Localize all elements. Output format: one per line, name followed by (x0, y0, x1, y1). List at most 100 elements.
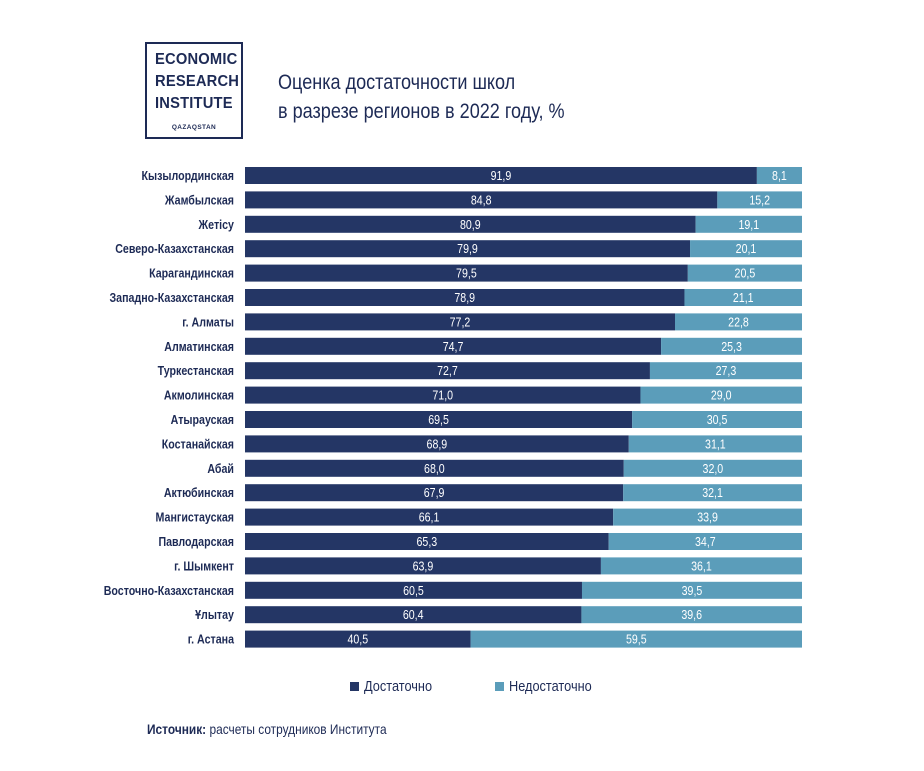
bar-sufficient (245, 411, 633, 428)
value-label-insufficient: 25,3 (721, 340, 742, 354)
value-label-sufficient: 77,2 (450, 316, 471, 330)
value-label-sufficient: 84,8 (471, 194, 492, 208)
bar-insufficient (684, 289, 802, 306)
bar-insufficient (687, 264, 802, 282)
category-label: Северо-Казахстанская (115, 241, 234, 256)
logo-line-economic: ECONOMIC (155, 51, 238, 68)
bar-insufficient (695, 215, 802, 233)
bar-insufficient (600, 557, 802, 575)
chart-title-line-2: в разрезе регионов в 2022 году, % (278, 100, 565, 123)
value-label-sufficient: 40,5 (347, 633, 368, 647)
bar-sufficient (245, 508, 614, 526)
value-label-insufficient: 15,2 (749, 194, 770, 208)
bar-sufficient (245, 533, 609, 550)
value-label-insufficient: 34,7 (695, 535, 716, 549)
value-label-sufficient: 71,0 (432, 389, 453, 403)
category-label: г. Шымкент (174, 558, 234, 573)
category-label: Восточно-Казахстанская (104, 583, 234, 598)
value-label-insufficient: 19,1 (738, 218, 759, 232)
category-label: Ұлытау (195, 607, 234, 622)
bar-insufficient (640, 386, 802, 404)
value-label-sufficient: 65,3 (417, 535, 438, 549)
bar-insufficient (581, 581, 802, 599)
value-label-insufficient: 29,0 (711, 389, 732, 403)
category-label: Кызылординская (142, 168, 235, 183)
value-label-sufficient: 69,5 (428, 413, 449, 427)
source-note: Источник: расчеты сотрудников Института (147, 721, 387, 737)
value-label-insufficient: 59,5 (626, 633, 647, 647)
bar-sufficient (245, 191, 718, 209)
bar-sufficient (245, 167, 757, 184)
eri-logo: ECONOMIC RESEARCH INSTITUTE QAZAQSTAN (145, 42, 243, 139)
category-label: Актюбинская (164, 485, 234, 500)
value-label-insufficient: 20,1 (736, 242, 757, 256)
value-label-sufficient: 79,5 (456, 267, 477, 281)
value-label-insufficient: 39,6 (681, 608, 702, 622)
legend-swatch-sufficient (350, 682, 359, 691)
value-label-insufficient: 31,1 (705, 438, 726, 452)
legend-label-sufficient: Достаточно (364, 678, 433, 695)
bar-sufficient (245, 215, 696, 233)
category-label: Акмолинская (164, 388, 234, 403)
value-label-sufficient: 67,9 (424, 486, 445, 500)
bar-sufficient (245, 435, 629, 453)
value-label-sufficient: 78,9 (454, 291, 475, 305)
value-label-sufficient: 80,9 (460, 218, 481, 232)
logo-subtitle: QAZAQSTAN (171, 124, 217, 131)
bar-insufficient (756, 167, 802, 184)
category-label: Алматинская (164, 339, 234, 354)
legend-item-insufficient: Недостаточно (495, 678, 606, 695)
value-label-insufficient: 30,5 (707, 413, 728, 427)
bar-sufficient (245, 240, 691, 258)
value-label-sufficient: 60,5 (403, 584, 424, 598)
category-label: Жетісу (198, 217, 235, 232)
logo-line-institute: INSTITUTE (155, 95, 233, 112)
source-text: расчеты сотрудников Института (206, 721, 387, 737)
category-label: Павлодарская (158, 534, 234, 549)
bar-sufficient (245, 362, 650, 380)
value-label-sufficient: 74,7 (443, 340, 464, 354)
bar-sufficient (245, 459, 624, 477)
legend-label-insufficient: Недостаточно (509, 678, 592, 695)
value-label-insufficient: 20,5 (735, 267, 756, 281)
bar-sufficient (245, 581, 582, 599)
bar-sufficient (245, 630, 471, 648)
value-label-insufficient: 33,9 (697, 511, 718, 525)
bar-insufficient (623, 459, 802, 477)
bar-insufficient (690, 240, 802, 258)
category-label: Туркестанская (158, 363, 234, 378)
bar-insufficient (675, 313, 802, 331)
value-label-insufficient: 22,8 (728, 316, 749, 330)
value-label-sufficient: 68,0 (424, 462, 445, 476)
value-label-sufficient: 63,9 (413, 560, 434, 574)
value-label-sufficient: 72,7 (437, 364, 458, 378)
value-label-sufficient: 68,9 (427, 438, 448, 452)
value-label-insufficient: 32,0 (703, 462, 724, 476)
chart-title-line-1: Оценка достаточности школ (278, 71, 516, 94)
category-label: г. Астана (188, 632, 235, 647)
category-label: Мангистауская (156, 510, 235, 525)
bar-sufficient (245, 557, 601, 575)
bar-sufficient (245, 606, 582, 624)
category-label: г. Алматы (182, 314, 234, 329)
bar-insufficient (623, 484, 802, 502)
value-label-sufficient: 66,1 (419, 511, 440, 525)
bar-sufficient (245, 264, 688, 282)
source-label: Источник: (147, 721, 207, 737)
bar-insufficient (717, 191, 802, 209)
category-label: Абай (207, 461, 234, 476)
category-label: Атырауская (171, 412, 234, 427)
bar-sufficient (245, 386, 641, 404)
bar-sufficient (245, 337, 662, 355)
bar-sufficient (245, 484, 624, 502)
value-label-insufficient: 21,1 (733, 291, 754, 305)
bar-sufficient (245, 313, 676, 331)
logo-line-research: RESEARCH (155, 73, 240, 90)
value-label-insufficient: 36,1 (691, 560, 712, 574)
category-label: Жамбылская (164, 192, 234, 207)
bar-insufficient (632, 411, 802, 428)
legend-item-sufficient: Достаточно (350, 678, 444, 695)
bar-insufficient (613, 508, 802, 526)
bar-insufficient (661, 337, 802, 355)
